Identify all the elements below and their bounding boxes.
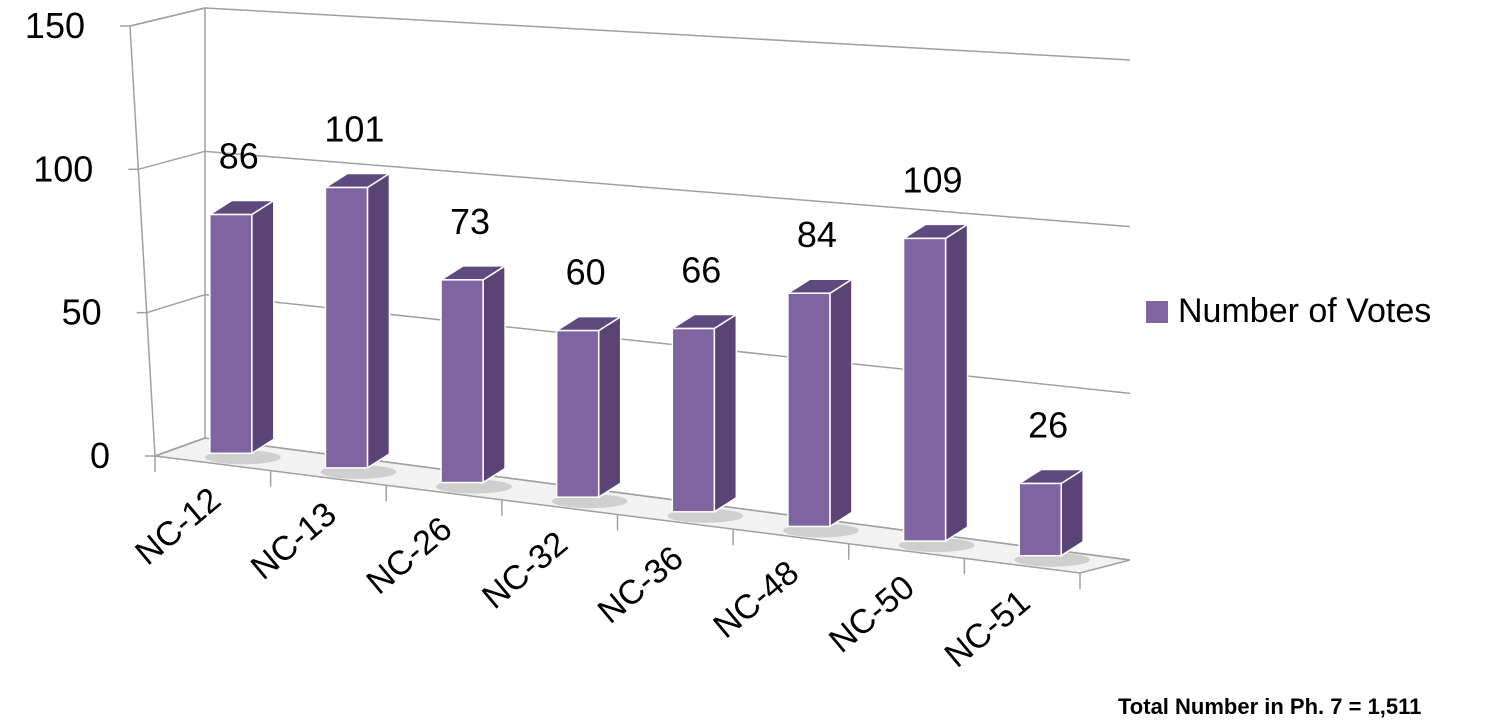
bar-front xyxy=(1019,483,1061,555)
y-tick-label: 50 xyxy=(62,292,102,333)
category-label: NC-12 xyxy=(128,480,228,572)
data-label: 26 xyxy=(1028,404,1068,445)
bar-side xyxy=(830,279,852,526)
bar-front xyxy=(210,215,252,454)
gridline xyxy=(205,8,1130,60)
data-label: 109 xyxy=(903,159,963,200)
gridline-side xyxy=(147,295,205,313)
legend-label: Number of Votes xyxy=(1178,292,1431,331)
bar-front xyxy=(557,331,599,498)
category-label: NC-51 xyxy=(938,583,1038,675)
bar-side xyxy=(252,201,274,454)
category-label: NC-13 xyxy=(244,495,344,587)
gridline-side xyxy=(138,151,205,169)
y-tick-label: 0 xyxy=(90,435,110,476)
legend: Number of Votes xyxy=(1146,292,1431,331)
bar-front xyxy=(325,187,367,467)
bar-nc-50 xyxy=(899,224,975,552)
data-label: 86 xyxy=(219,136,259,177)
bar-side xyxy=(483,266,505,483)
category-label: NC-26 xyxy=(360,510,460,602)
legend-swatch xyxy=(1146,301,1168,323)
bar-front xyxy=(904,238,946,541)
bar-nc-48 xyxy=(783,279,859,537)
y-tick-label: 150 xyxy=(25,5,85,46)
data-label: 73 xyxy=(450,201,490,242)
data-label: 60 xyxy=(566,252,606,293)
bar-side xyxy=(1061,469,1083,555)
category-label: NC-48 xyxy=(706,553,806,645)
y-tick-label: 100 xyxy=(33,148,93,189)
data-label: 66 xyxy=(681,250,721,291)
bar-nc-13 xyxy=(321,173,397,478)
bar-nc-36 xyxy=(668,315,744,523)
bar-side xyxy=(946,224,968,541)
bar-nc-12 xyxy=(205,201,281,465)
bar-nc-51 xyxy=(1014,469,1090,566)
category-label: NC-32 xyxy=(475,524,575,616)
chart-left-wall xyxy=(130,8,205,456)
data-label: 84 xyxy=(797,214,837,255)
bar-front xyxy=(672,329,714,512)
bar-side xyxy=(714,315,736,512)
bar-nc-32 xyxy=(552,317,628,509)
category-label: NC-50 xyxy=(822,568,922,660)
category-label: NC-36 xyxy=(591,539,691,631)
bar-front xyxy=(788,293,830,526)
bar-side xyxy=(599,317,621,498)
bar-side xyxy=(367,173,389,467)
footer-note: Total Number in Ph. 7 = 1,511 xyxy=(1118,694,1421,720)
bar-nc-26 xyxy=(436,266,512,494)
data-label: 101 xyxy=(324,108,384,149)
gridline-side xyxy=(130,8,205,26)
bar-front xyxy=(441,280,483,483)
